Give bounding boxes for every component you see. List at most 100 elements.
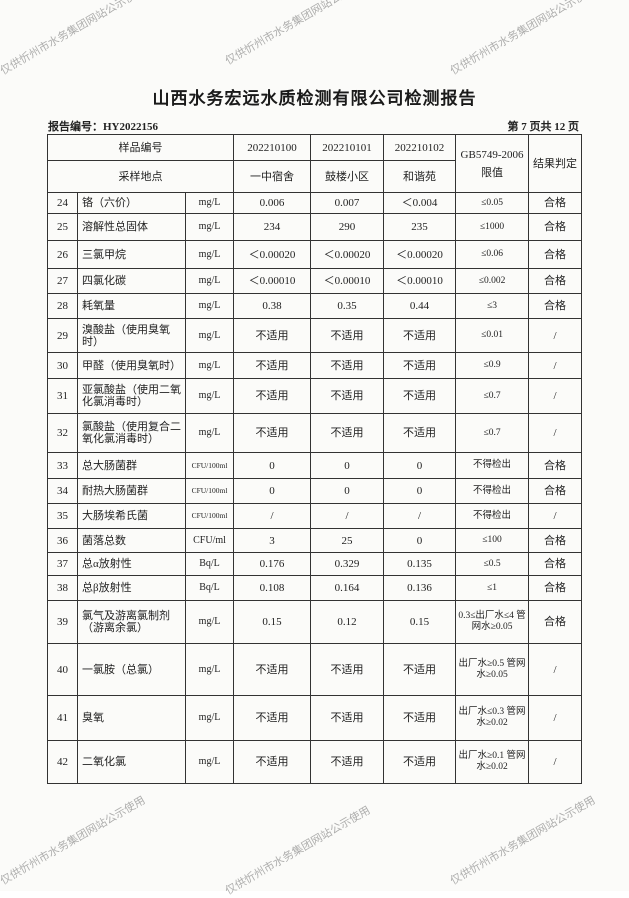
- standard-limit: ≤0.06: [455, 240, 530, 269]
- row-number: 30: [47, 352, 78, 379]
- value-2: 不适用: [310, 378, 385, 414]
- row-number: 28: [47, 293, 78, 319]
- site-label: 采样地点: [46, 160, 235, 193]
- item-name: 溴酸盐（使用臭氧时）: [77, 318, 186, 353]
- watermark: 仅供忻州市水务集团网站公示使用: [223, 803, 373, 898]
- value-1: 0: [233, 478, 312, 504]
- result: /: [528, 643, 583, 696]
- value-1: 0: [233, 452, 312, 479]
- standard-limit: ≤100: [455, 528, 530, 553]
- result: /: [528, 352, 583, 379]
- table-row: 27 四氯化碳 mg/L ＜0.00010 ＜0.00010 ＜0.00010 ≤0.002…: [47, 268, 583, 294]
- item-name: 一氯胺（总氯）: [77, 643, 186, 696]
- value-3: ＜0.00020: [383, 240, 457, 269]
- unit: mg/L: [184, 643, 235, 696]
- row-number: 33: [47, 452, 78, 479]
- item-name: 总α放射性: [77, 552, 186, 576]
- value-1: 不适用: [233, 352, 312, 379]
- value-1: 不适用: [233, 740, 312, 784]
- watermark: 仅供忻州市水务集团网站公示使用: [0, 0, 148, 78]
- row-number: 25: [47, 213, 78, 241]
- results-table: 样品编号 202210100 202210101 202210102 GB574…: [46, 134, 583, 784]
- value-2: 0.164: [310, 575, 385, 601]
- row-number: 38: [47, 575, 78, 601]
- value-1: ＜0.00010: [233, 268, 312, 294]
- value-1: 不适用: [233, 318, 312, 353]
- value-3: 不适用: [383, 352, 457, 379]
- result: /: [528, 413, 583, 453]
- table-row: 37 总α放射性 Bq/L 0.176 0.329 0.135 ≤0.5 合格: [47, 552, 583, 576]
- standard-limit: 出厂水≤0.3 管网水≥0.02: [455, 695, 530, 741]
- result: 合格: [528, 528, 583, 553]
- value-3: 235: [383, 213, 457, 241]
- table-row: 33 总大肠菌群 CFU/100ml 0 0 0 不得检出 合格: [47, 452, 583, 479]
- result: /: [528, 503, 583, 529]
- page-info: 第 7 页共 12 页: [507, 121, 580, 133]
- value-2: 0.35: [310, 293, 385, 319]
- sample-no: 202210100: [233, 134, 312, 161]
- table-row: 28 耗氧量 mg/L 0.38 0.35 0.44 ≤3 合格: [47, 293, 583, 319]
- value-1: 不适用: [233, 643, 312, 696]
- value-1: 3: [233, 528, 312, 553]
- table-row: 35 大肠埃希氏菌 CFU/100ml / / / 不得检出 /: [47, 503, 583, 529]
- row-number: 35: [47, 503, 78, 529]
- item-name: 大肠埃希氏菌: [77, 503, 186, 529]
- table-row: 39 氯气及游离氯制剂（游离余氯） mg/L 0.15 0.12 0.15 0.3≤出厂水≤…: [47, 600, 583, 644]
- standard-limit: ≤0.01: [455, 318, 530, 353]
- value-2: 0: [310, 452, 385, 479]
- item-name: 亚氯酸盐（使用二氧化氯消毒时）: [77, 378, 186, 414]
- table-row: 25 溶解性总固体 mg/L 234 290 235 ≤1000 合格: [47, 213, 583, 241]
- unit: mg/L: [184, 318, 235, 353]
- value-3: 不适用: [383, 643, 457, 696]
- standard-limit: ≤1: [455, 575, 530, 601]
- unit: mg/L: [184, 293, 235, 319]
- value-1: 不适用: [233, 695, 312, 741]
- value-2: 不适用: [310, 413, 385, 453]
- item-name: 耐热大肠菌群: [77, 478, 186, 504]
- standard-limit: ≤1000: [455, 213, 530, 241]
- table-row: 30 甲醛（使用臭氧时） mg/L 不适用 不适用 不适用 ≤0.9/: [47, 352, 583, 379]
- value-3: 0.44: [383, 293, 457, 319]
- item-name: 总大肠菌群: [77, 452, 186, 479]
- standard-limit: ≤0.05: [455, 192, 530, 214]
- standard-limit: ≤3: [455, 293, 530, 319]
- table-row: 42 二氧化氯 mg/L 不适用 不适用 不适用 出厂水≥0.1 管网水≥0.02/: [47, 740, 583, 784]
- unit: mg/L: [184, 378, 235, 414]
- result: 合格: [528, 552, 583, 576]
- unit: mg/L: [184, 192, 235, 214]
- row-number: 32: [47, 413, 78, 453]
- value-2: 不适用: [310, 695, 385, 741]
- report-title: 山西水务宏远水质检测有限公司检测报告: [152, 89, 477, 109]
- value-2: ＜0.00020: [310, 240, 385, 269]
- row-number: 39: [47, 600, 78, 644]
- result: /: [528, 695, 583, 741]
- watermark: 仅供忻州市水务集团网站公示使用: [448, 793, 598, 888]
- item-name: 铬（六价）: [77, 192, 186, 214]
- value-3: 不适用: [383, 740, 457, 784]
- value-2: 25: [310, 528, 385, 553]
- value-3: 不适用: [383, 318, 457, 353]
- unit: mg/L: [184, 600, 235, 644]
- value-3: 0.15: [383, 600, 457, 644]
- result: /: [528, 318, 583, 353]
- standard-limit: ≤0.7: [455, 413, 530, 453]
- unit: CFU/100ml: [184, 452, 235, 479]
- value-2: 0.329: [310, 552, 385, 576]
- row-number: 34: [47, 478, 78, 504]
- value-3: ＜0.004: [383, 192, 457, 214]
- watermark: 仅供忻州市水务集团网站公示使用: [448, 0, 598, 78]
- result: /: [528, 740, 583, 784]
- report-number: 报告编号：HY2022156: [48, 121, 158, 133]
- table-row: 32 氯酸盐（使用复合二氧化氯消毒时） mg/L 不适用 不适用 不适用 ≤0.7/: [47, 413, 583, 453]
- result: 合格: [528, 268, 583, 294]
- table-row: 34 耐热大肠菌群 CFU/100ml 0 0 0 不得检出 合格: [47, 478, 583, 504]
- table-row: 31 亚氯酸盐（使用二氧化氯消毒时） mg/L 不适用 不适用 不适用 ≤0.7/: [47, 378, 583, 414]
- value-2: 0.007: [310, 192, 385, 214]
- result: /: [528, 378, 583, 414]
- value-3: 0.136: [383, 575, 457, 601]
- row-number: 26: [47, 240, 78, 269]
- value-1: 不适用: [233, 378, 312, 414]
- result: 合格: [528, 192, 583, 214]
- row-number: 36: [47, 528, 78, 553]
- unit: Bq/L: [184, 575, 235, 601]
